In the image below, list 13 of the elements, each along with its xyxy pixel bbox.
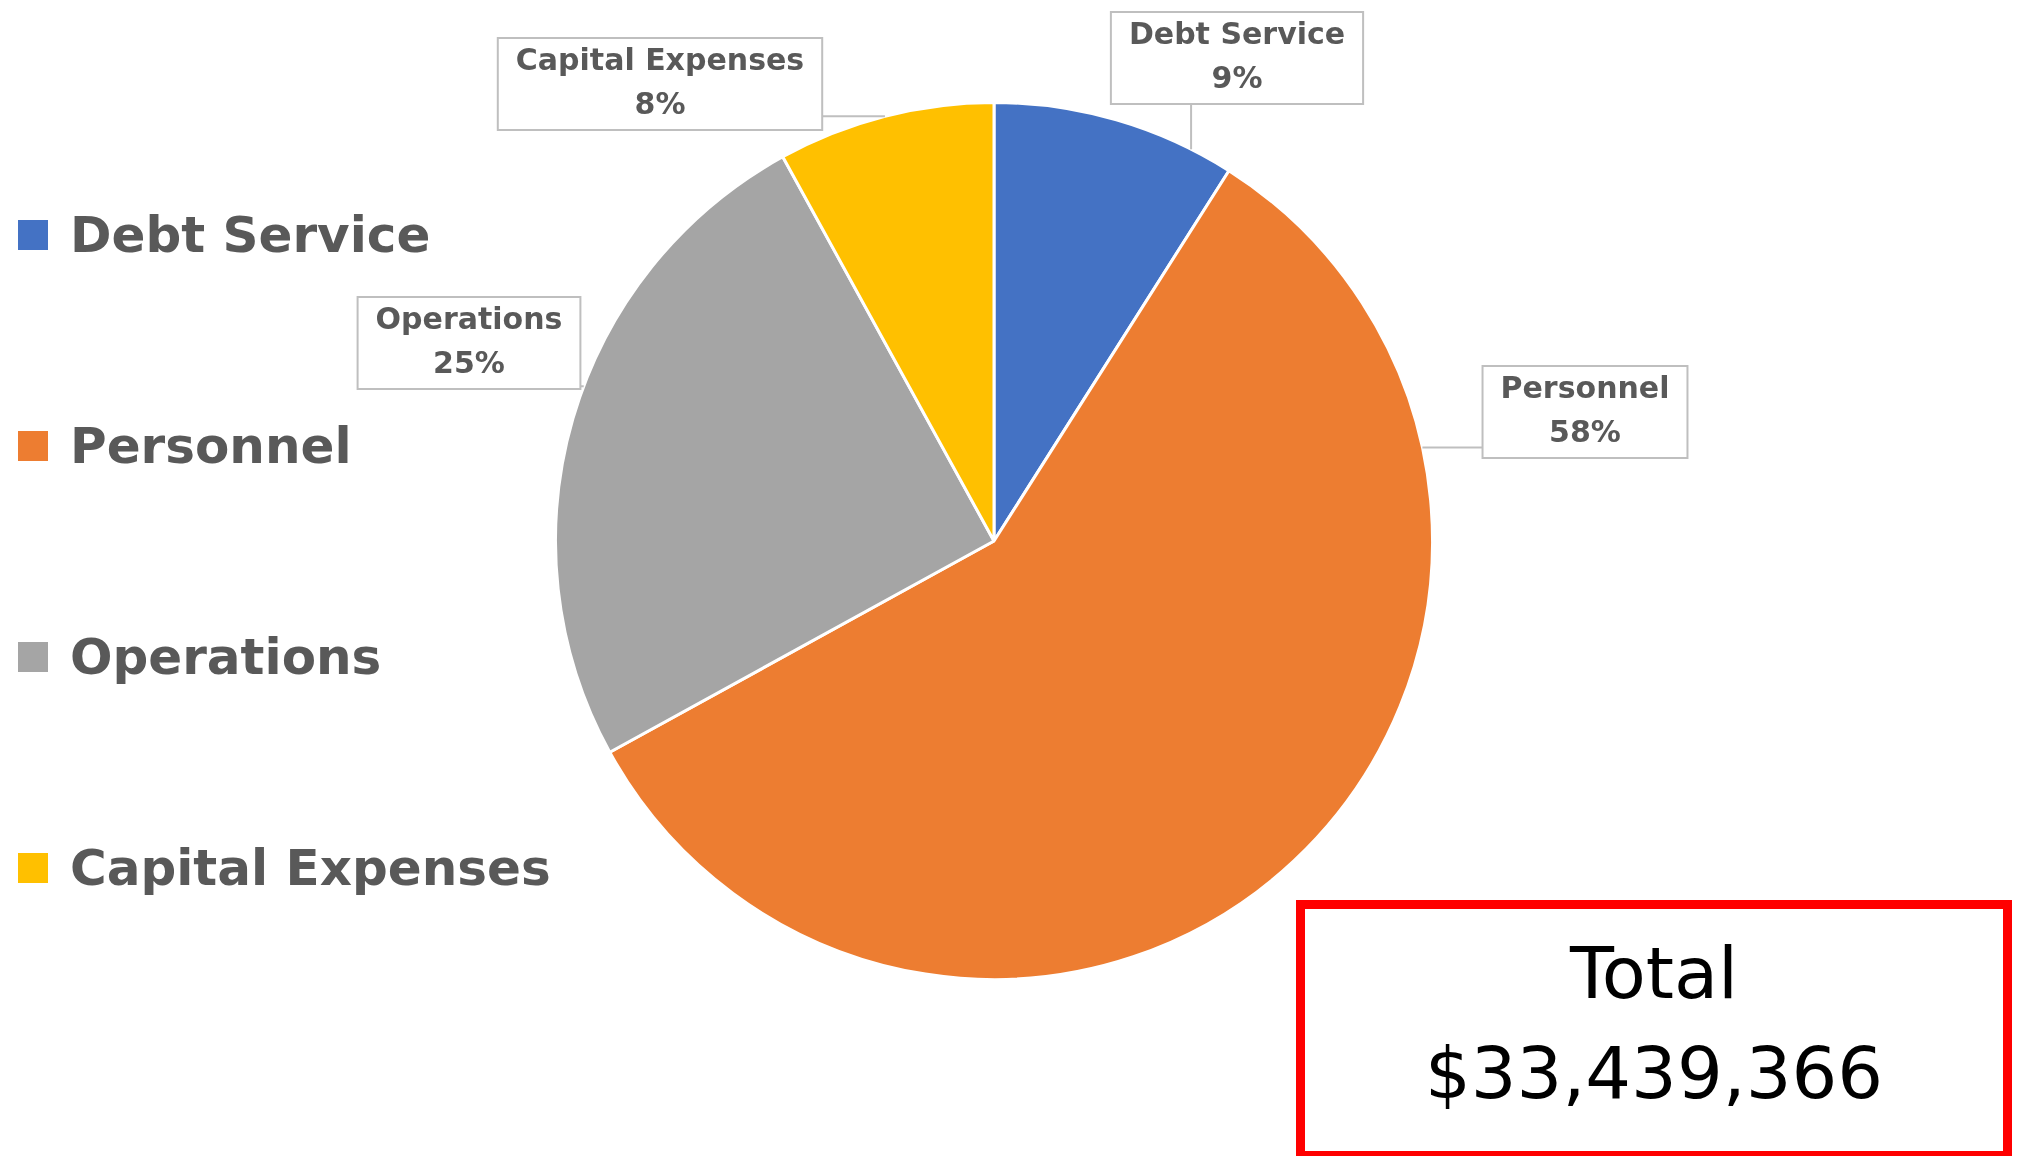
slice-label: Capital Expenses xyxy=(515,41,805,77)
legend-label: Debt Service xyxy=(70,206,431,264)
legend-label: Capital Expenses xyxy=(70,839,551,897)
data-label: 9% xyxy=(1211,59,1263,95)
legend-label: Operations xyxy=(70,628,382,686)
slice-label: Debt Service xyxy=(1128,15,1346,51)
legend-label: Personnel xyxy=(70,417,352,475)
slice-label: Operations xyxy=(375,300,563,336)
data-label: 8% xyxy=(634,85,686,121)
data-label: 25% xyxy=(433,344,505,380)
data-label: 58% xyxy=(1549,413,1621,449)
slice-label: Personnel xyxy=(1500,369,1670,405)
text: Total $33,439,366 xyxy=(1296,900,2012,1156)
